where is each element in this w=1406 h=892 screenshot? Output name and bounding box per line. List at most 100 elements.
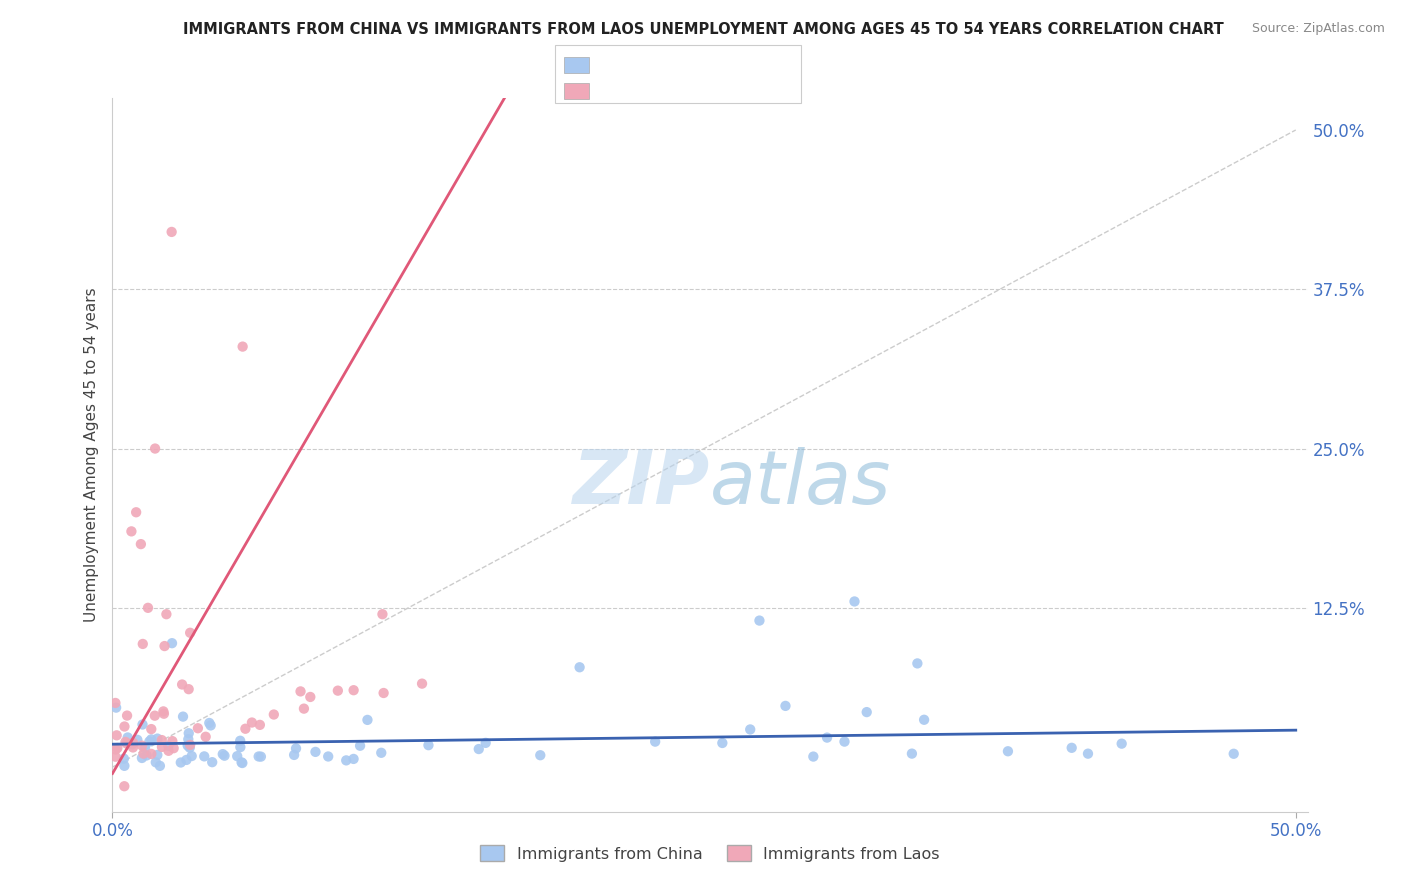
Point [115,708,138,723]
Point [179,738,201,752]
Point [211,747,233,761]
Point [179,625,201,640]
Text: 52: 52 [744,80,765,95]
Point [1077,747,1099,761]
Point [160,636,183,650]
Point [152,705,174,719]
Point [136,600,159,615]
Point [177,726,200,740]
Point [342,752,364,766]
Point [131,739,153,753]
Point [775,698,797,713]
Point [141,732,163,747]
Point [120,524,142,539]
Point [299,690,322,704]
Point [815,731,838,745]
Point [153,706,176,721]
Point [127,732,149,747]
Point [172,677,194,691]
Point [105,728,128,742]
Point [104,749,127,764]
Text: R =: R = [599,54,633,70]
Point [418,738,440,752]
Point [112,752,135,766]
Point [187,721,209,735]
Point [711,736,734,750]
Point [474,736,496,750]
Point [194,730,217,744]
Point [235,722,257,736]
Point [343,683,366,698]
Text: 0.548: 0.548 [644,80,692,95]
Point [177,732,200,747]
Point [131,717,153,731]
Point [104,742,127,756]
Point [801,749,824,764]
Point [138,734,160,748]
Point [121,737,143,751]
Point [157,744,180,758]
Text: N =: N = [700,80,734,95]
Point [146,731,169,746]
Point [114,719,136,733]
Point [176,753,198,767]
Point [200,718,222,732]
Point [855,705,877,719]
Point [129,537,152,551]
Point [155,607,177,622]
Point [114,735,136,749]
Point [179,740,201,755]
Text: R =: R = [599,80,633,95]
Point [1222,747,1244,761]
Point [411,676,433,690]
Point [468,742,491,756]
Point [229,733,252,747]
Point [373,686,395,700]
Point [304,745,326,759]
Point [226,749,249,764]
Point [177,682,200,697]
Point [135,748,157,763]
Point [834,734,856,748]
Point [644,734,666,748]
Point [162,734,184,748]
Text: 0.318: 0.318 [644,54,692,70]
Point [141,747,163,761]
Point [1111,737,1133,751]
Text: atlas: atlas [710,448,891,519]
Text: ZIP: ZIP [572,447,710,520]
Point [231,756,253,770]
Point [214,748,236,763]
Point [371,607,394,622]
Point [370,746,392,760]
Point [149,759,172,773]
Point [844,594,866,608]
Point [316,749,339,764]
Point [153,639,176,653]
Point [356,713,378,727]
Point [283,747,305,762]
Point [170,756,193,770]
Point [141,722,163,736]
Point [193,749,215,764]
Point [292,701,315,715]
Point [198,716,221,731]
Point [160,225,183,239]
Point [150,733,173,747]
Point [529,748,551,763]
Point [157,739,180,753]
Point [122,736,145,750]
Point [231,756,253,770]
Text: Source: ZipAtlas.com: Source: ZipAtlas.com [1251,22,1385,36]
Point [132,747,155,761]
Point [145,756,167,770]
Point [201,755,224,769]
Point [115,737,138,751]
Point [240,715,263,730]
Point [349,739,371,753]
Point [143,442,166,456]
Point [912,713,935,727]
Point [132,637,155,651]
Point [247,749,270,764]
Point [180,749,202,764]
